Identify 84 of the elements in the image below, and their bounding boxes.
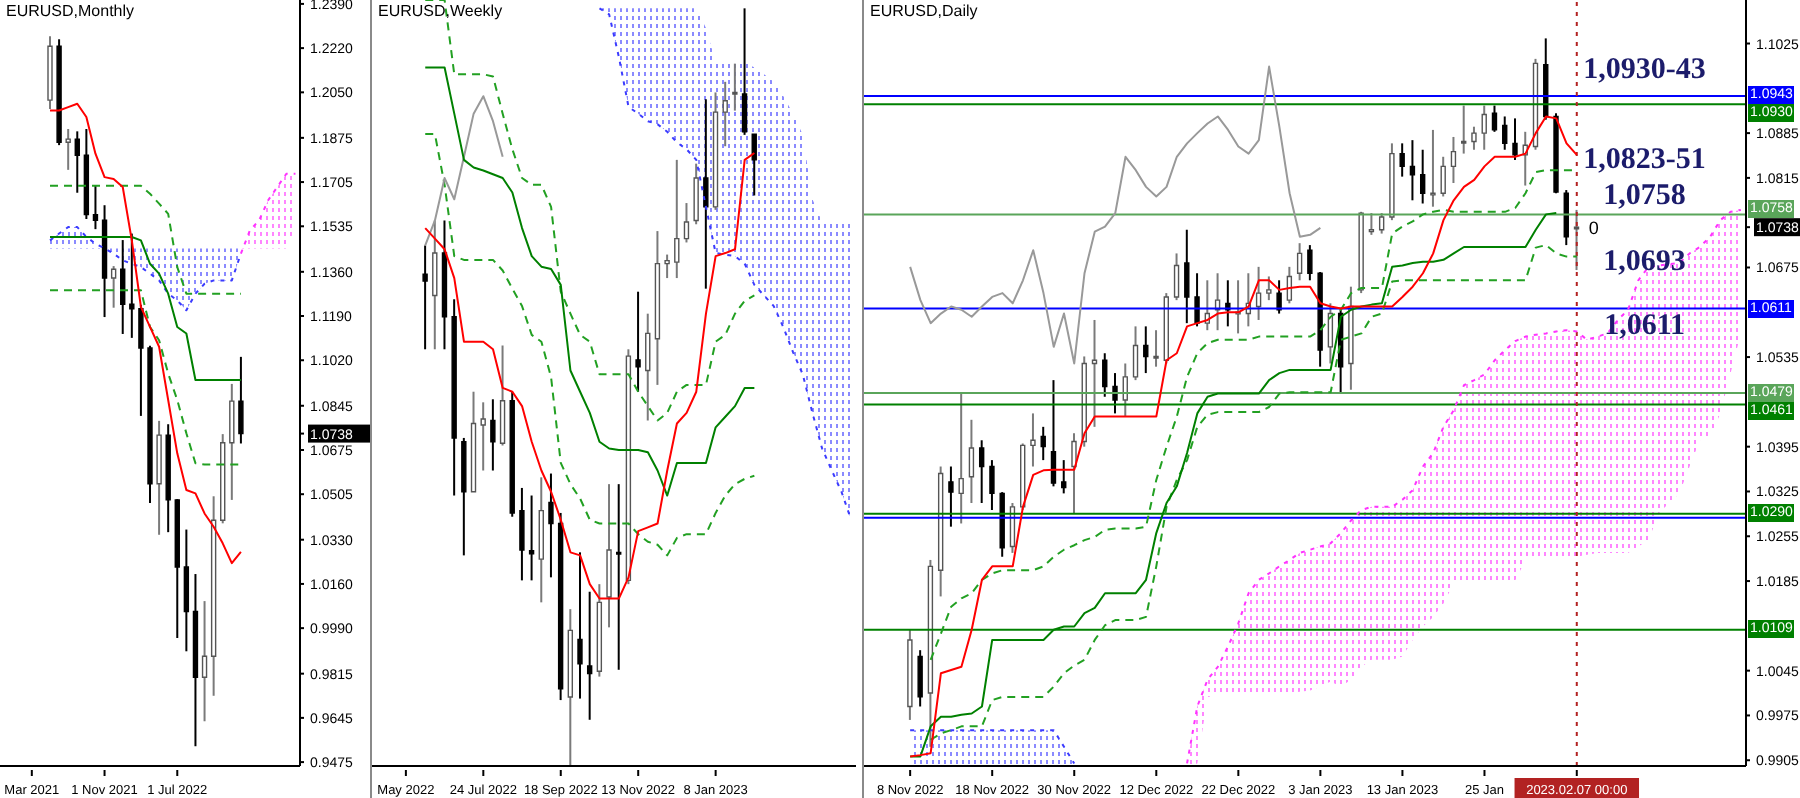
candlestick bbox=[1512, 117, 1518, 161]
candlestick bbox=[606, 483, 612, 629]
candlestick bbox=[693, 162, 699, 226]
candlestick bbox=[1573, 208, 1580, 272]
candlestick bbox=[751, 133, 757, 197]
candlestick bbox=[238, 355, 244, 445]
candlestick bbox=[1143, 325, 1149, 375]
candlestick bbox=[1061, 459, 1067, 495]
candlestick bbox=[528, 494, 535, 582]
candlestick bbox=[1276, 279, 1282, 315]
line-series bbox=[49, 235, 242, 382]
line-series bbox=[49, 102, 242, 565]
candlestick bbox=[65, 128, 71, 171]
candlestick bbox=[432, 219, 438, 351]
candlestick bbox=[635, 290, 641, 393]
candlestick bbox=[1399, 142, 1405, 178]
candlestick bbox=[674, 158, 680, 280]
candlestick bbox=[741, 7, 748, 136]
candlestick bbox=[229, 382, 235, 501]
candlestick bbox=[422, 244, 428, 351]
candlestick bbox=[519, 486, 525, 582]
candlestick bbox=[1419, 148, 1426, 205]
candlestick bbox=[577, 551, 583, 700]
candlestick bbox=[1112, 372, 1118, 415]
annotation: 1,0611 bbox=[1604, 309, 1685, 344]
line-series bbox=[909, 65, 1322, 365]
candlestick bbox=[1266, 275, 1272, 302]
line-series bbox=[929, 169, 1578, 661]
candlestick bbox=[1235, 279, 1241, 335]
candlestick bbox=[958, 392, 964, 525]
candlestick bbox=[499, 344, 506, 447]
candlestick bbox=[183, 528, 190, 653]
candlestick bbox=[1471, 125, 1477, 151]
chart-title: EURUSD,Daily bbox=[870, 2, 978, 20]
candlestick bbox=[1132, 325, 1139, 382]
candlestick bbox=[978, 439, 985, 504]
candlestick bbox=[1194, 272, 1200, 328]
candlestick bbox=[645, 312, 651, 422]
candlestick bbox=[989, 459, 995, 512]
chart-title: EURUSD,Weekly bbox=[378, 2, 503, 20]
annotation: 1,0758 bbox=[1603, 180, 1686, 215]
candlestick bbox=[1491, 104, 1498, 133]
candlestick bbox=[110, 265, 117, 309]
candlestick bbox=[1378, 212, 1385, 235]
candlestick bbox=[1502, 115, 1508, 151]
candlestick bbox=[92, 184, 99, 231]
candlestick bbox=[664, 253, 670, 280]
candlestick bbox=[1307, 244, 1313, 282]
candlestick bbox=[548, 472, 554, 579]
candlestick bbox=[1481, 104, 1487, 151]
candlestick bbox=[586, 590, 593, 721]
candlestick bbox=[722, 80, 728, 148]
annotation: 1,0930-43 bbox=[1583, 54, 1706, 88]
candlestick bbox=[1102, 352, 1108, 398]
candlestick bbox=[1368, 212, 1375, 236]
candlestick bbox=[1461, 104, 1467, 155]
candlestick bbox=[490, 398, 496, 472]
candlestick bbox=[201, 600, 208, 723]
candlestick bbox=[74, 130, 80, 194]
candlestick bbox=[1030, 412, 1036, 468]
annotation: 1,0823-51 bbox=[1583, 143, 1706, 178]
chart-title: EURUSD,Monthly bbox=[6, 2, 135, 20]
candlestick bbox=[1255, 265, 1262, 321]
annotation: 1,0693 bbox=[1603, 246, 1686, 281]
candlestick bbox=[616, 483, 622, 671]
candlestick bbox=[1184, 228, 1190, 325]
candlestick bbox=[1430, 128, 1436, 208]
candlestick bbox=[1440, 155, 1446, 198]
candlestick bbox=[1450, 135, 1457, 185]
candlestick bbox=[703, 98, 709, 290]
candlestick bbox=[1296, 242, 1303, 282]
candlestick bbox=[1040, 425, 1046, 462]
candlestick bbox=[732, 62, 738, 112]
candlestick bbox=[917, 649, 923, 708]
candlestick bbox=[948, 465, 954, 528]
candlestick bbox=[1153, 329, 1159, 368]
candlestick bbox=[480, 401, 486, 472]
candlestick bbox=[1071, 432, 1077, 515]
line-series bbox=[49, 184, 242, 295]
candlestick bbox=[968, 418, 975, 504]
line-series bbox=[909, 115, 1578, 758]
annotation: 0 bbox=[1588, 217, 1599, 238]
candlestick bbox=[1173, 252, 1180, 302]
candlestick bbox=[683, 202, 690, 244]
